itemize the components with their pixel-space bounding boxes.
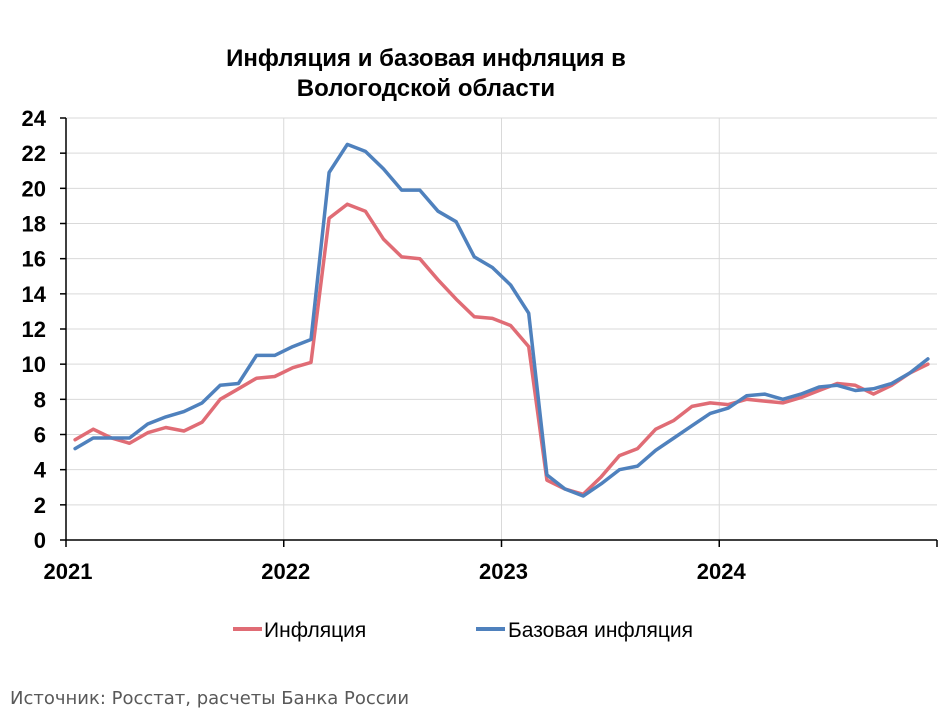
y-tick-label: 16 [22, 247, 46, 272]
x-tick-label: 2024 [697, 559, 747, 584]
y-tick-label: 20 [22, 176, 46, 201]
y-tick-label: 0 [34, 528, 46, 553]
x-tick-label: 2022 [261, 559, 310, 584]
x-tick-label: 2021 [44, 559, 93, 584]
x-tick-labels: 2021 2022 2023 2024 [44, 559, 747, 584]
series-line-core-inflation [73, 142, 930, 498]
legend-label-inflation: Инфляция [264, 619, 366, 642]
chart-title-line-2: Вологодской области [297, 75, 555, 102]
y-tick-label: 6 [34, 423, 46, 448]
legend-label-core-inflation: Базовая инфляция [508, 619, 693, 642]
y-tick-label: 12 [22, 317, 46, 342]
series-line-inflation [73, 202, 930, 497]
y-tick-label: 18 [22, 212, 46, 237]
x-tick-label: 2023 [479, 559, 528, 584]
y-tick-label: 2 [34, 493, 46, 518]
y-tick-label: 8 [34, 387, 46, 412]
y-tick-label: 4 [34, 458, 47, 483]
axes [60, 117, 938, 547]
chart-title-line-1: Инфляция и базовая инфляция в [226, 45, 626, 72]
y-tick-label: 14 [22, 282, 47, 307]
y-tick-label: 10 [22, 352, 46, 377]
legend: Инфляция Базовая инфляция [233, 619, 693, 642]
y-tick-label: 22 [22, 141, 46, 166]
series-lines [73, 142, 930, 498]
y-tick-label: 24 [22, 106, 47, 131]
source-note: Источник: Росстат, расчеты Банка России [10, 688, 409, 709]
gridlines [66, 117, 937, 540]
